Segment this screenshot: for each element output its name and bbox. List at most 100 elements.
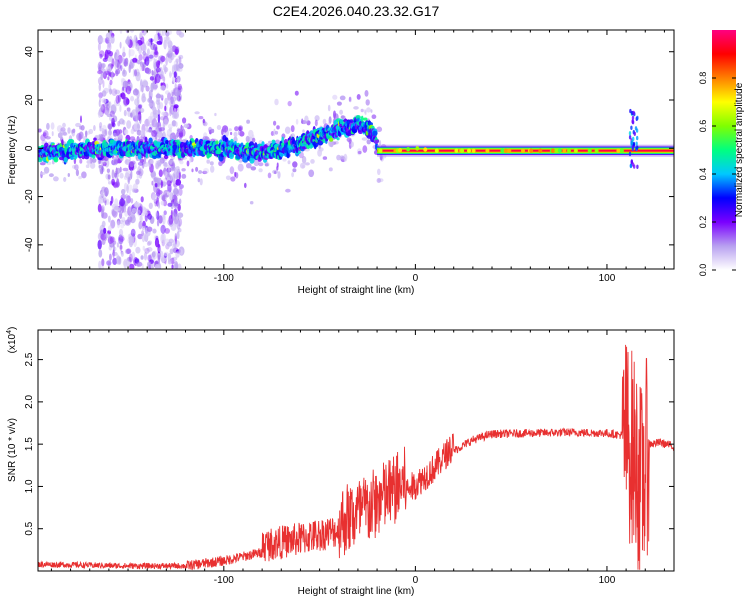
spectrogram-cell <box>136 97 140 105</box>
spectrogram-cell <box>111 178 116 186</box>
spectrogram-cell <box>177 212 184 218</box>
spectrogram-cell <box>363 117 368 121</box>
snr-frame <box>37 329 675 572</box>
spectrogram-cell <box>130 128 135 135</box>
spectrogram-cell <box>274 130 279 135</box>
spectrogram-cell <box>261 141 265 147</box>
spectrogram-cell <box>258 168 263 173</box>
spectrogram-cell <box>126 85 132 95</box>
spectrogram-cell <box>128 190 132 196</box>
spectrogram-cell <box>145 118 149 127</box>
spectrogram-cell <box>141 230 144 237</box>
spectrogram-cell <box>89 162 96 169</box>
spectrogram-cell <box>67 127 71 134</box>
spectrogram-cell <box>114 52 118 61</box>
spectrogram-cell <box>154 51 159 56</box>
spectrogram-cell <box>135 246 141 254</box>
spectrogram-cell <box>160 224 166 234</box>
spectrogram-cell <box>230 131 233 136</box>
spectrogram-cell <box>134 202 141 207</box>
spectrogram-cell <box>169 71 172 79</box>
spectrogram-cell <box>360 108 364 113</box>
spectrogram-cell <box>128 235 135 246</box>
spectrogram-cell <box>630 140 633 146</box>
spectrogram-cell <box>327 104 331 112</box>
spectrogram-cell <box>302 129 305 134</box>
spectrogram-x-axis-label: Height of straight line (km) <box>298 285 415 296</box>
y-tick-label: 40 <box>24 46 35 58</box>
spectrogram-cell <box>150 159 154 165</box>
spectrogram-cell <box>109 241 115 248</box>
spectrogram-cell <box>107 39 112 48</box>
spectrogram-cell <box>106 260 112 266</box>
spectrogram-cell <box>122 119 126 125</box>
spectrogram-cell <box>127 176 131 185</box>
spectrogram-cell <box>485 148 490 153</box>
spectrogram-cell <box>160 200 165 206</box>
spectrogram-cell <box>162 115 169 125</box>
spectrogram-cell <box>174 48 179 56</box>
spectrogram-cell <box>97 43 101 51</box>
spectrogram-cell <box>125 193 129 201</box>
spectrogram-cell <box>139 64 144 72</box>
spectrogram-cell <box>250 166 257 171</box>
spectrogram-cell <box>619 148 624 153</box>
spectrogram-cell <box>146 241 151 246</box>
spectrogram-cell <box>166 180 172 187</box>
y-tick-label: 1.5 <box>24 437 35 451</box>
colorbar-label: Normalized spectral amplitude <box>734 82 745 217</box>
spectrogram-cell <box>166 191 170 196</box>
spectrogram-cell <box>322 156 328 160</box>
spectrogram-cell <box>109 30 113 36</box>
spectrogram-cell <box>99 128 105 132</box>
spectrogram-cell <box>127 206 132 217</box>
spectrogram-cell <box>157 55 160 61</box>
spectrogram-cell <box>134 98 140 106</box>
spectrogram-cell <box>135 112 139 123</box>
x-tick-label: 100 <box>599 273 616 284</box>
spectrogram-cell <box>88 128 94 135</box>
spectrogram-cell <box>163 251 169 257</box>
spectrogram-cell <box>170 134 173 139</box>
spectrogram-cell <box>111 169 115 180</box>
spectrogram-cell <box>165 90 170 95</box>
spectrogram-cell <box>114 172 117 178</box>
spectrogram-cell <box>377 168 381 175</box>
spectrogram-cell <box>277 171 281 179</box>
spectrogram-cell <box>336 101 342 106</box>
spectrogram-cell <box>170 166 176 171</box>
spectrogram-cell <box>165 53 170 58</box>
spectrogram-cell <box>171 212 177 221</box>
spectrogram-cell <box>112 257 118 265</box>
spectrogram-cell <box>157 254 161 264</box>
spectrogram-cell <box>178 56 182 65</box>
spectrogram-cell <box>191 168 194 173</box>
spectrogram-cell <box>151 130 158 138</box>
spectrogram-cell <box>336 137 340 141</box>
spectrogram-cell <box>172 178 176 185</box>
spectrogram-cell <box>636 135 639 141</box>
spectrogram-cell <box>467 148 471 153</box>
x-tick-label: 0 <box>413 273 419 284</box>
spectrogram-cell <box>372 130 378 136</box>
spectrogram-cell <box>175 78 180 83</box>
spectrogram-cell <box>317 149 322 157</box>
spectrogram-cell <box>406 147 411 152</box>
spectrogram-cell <box>139 31 143 38</box>
spectrogram-cell <box>132 183 138 190</box>
spectrogram-cell <box>116 242 120 248</box>
spectrogram-cell <box>114 99 118 108</box>
spectrogram-cell <box>124 248 131 255</box>
snr-series-line <box>38 344 674 571</box>
spectrogram-cell <box>116 255 121 265</box>
spectrogram-cell <box>119 243 123 252</box>
spectrogram-cell <box>273 120 277 126</box>
spectrogram-cell <box>134 69 137 77</box>
spectrogram-cell <box>100 73 103 81</box>
spectrogram-cell <box>374 139 379 144</box>
svg-text:(x104): (x104) <box>6 327 18 354</box>
spectrogram-cell <box>239 131 245 137</box>
spectrogram-cell <box>314 119 318 127</box>
spectrogram-cell <box>167 259 172 265</box>
spectrogram-cell <box>123 204 127 213</box>
